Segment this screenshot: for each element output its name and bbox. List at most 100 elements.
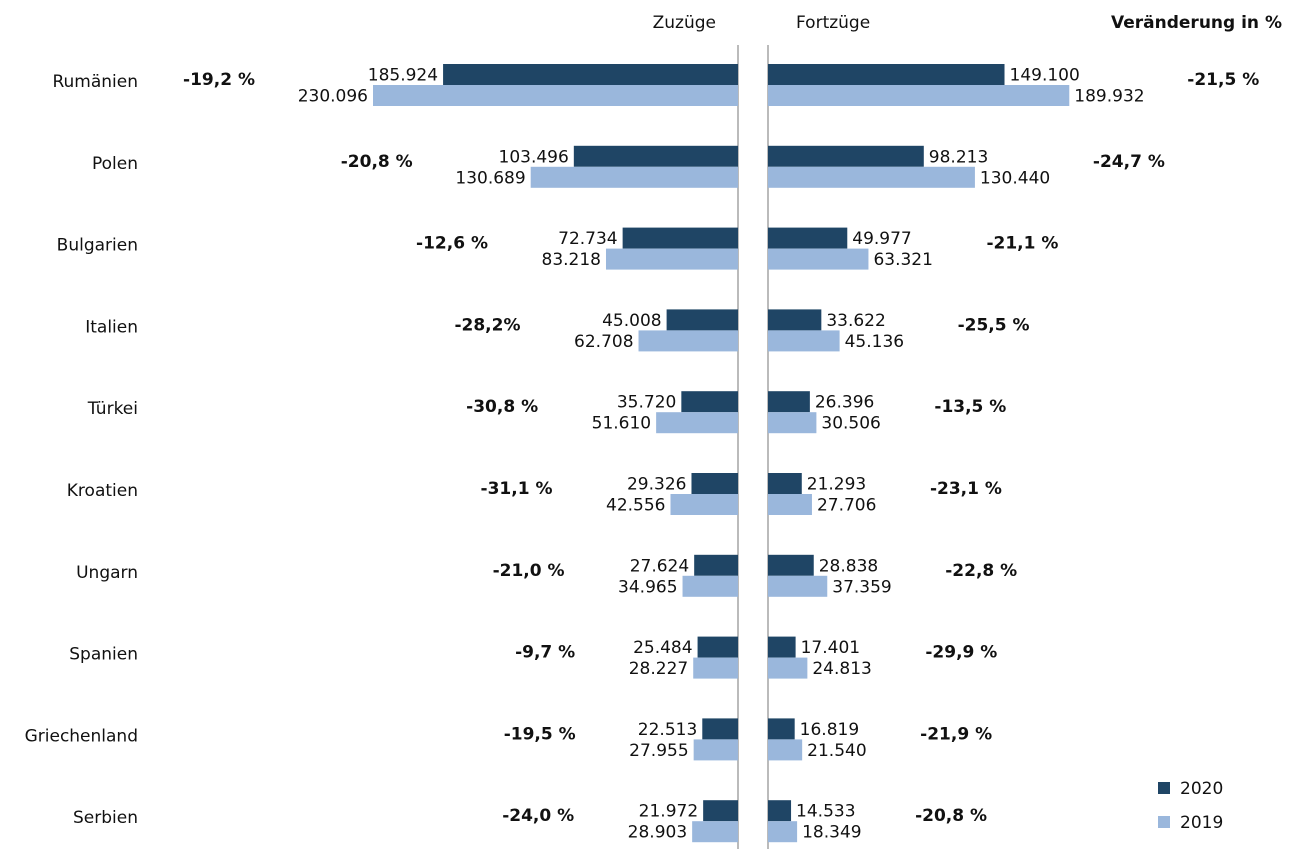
category-label: Türkei <box>87 399 138 419</box>
change-label: -21,9 % <box>920 724 992 744</box>
category-label: Kroatien <box>67 481 138 501</box>
bar <box>768 636 796 658</box>
value-label: 25.484 <box>633 638 692 658</box>
bar <box>768 64 1005 85</box>
category-label: Bulgarien <box>57 236 138 256</box>
bar <box>768 227 848 249</box>
bar <box>768 330 840 352</box>
bar <box>682 575 738 597</box>
legend-label: 2019 <box>1180 813 1223 833</box>
change-label: -23,1 % <box>930 479 1002 499</box>
change-label: -21,0 % <box>493 561 565 581</box>
bar <box>670 494 738 515</box>
change-label: -24,0 % <box>502 806 574 826</box>
value-label: 16.819 <box>800 720 859 740</box>
bar <box>573 145 738 167</box>
change-label: -20,8 % <box>341 152 413 172</box>
value-label: 28.903 <box>628 823 687 843</box>
category-label: Serbien <box>73 808 138 828</box>
change-label: -24,7 % <box>1093 152 1165 172</box>
category-label: Italien <box>85 317 138 337</box>
value-label: 33.622 <box>826 311 885 331</box>
bar <box>768 145 924 167</box>
value-label: 45.008 <box>602 311 661 331</box>
value-label: 27.624 <box>630 556 689 576</box>
bar <box>681 391 738 413</box>
bar <box>768 473 802 494</box>
change-label: -9,7 % <box>515 643 575 663</box>
bar <box>638 330 738 352</box>
change-label: -12,6 % <box>416 234 488 254</box>
value-label: 51.610 <box>592 414 651 434</box>
value-label: 21.293 <box>807 475 866 495</box>
value-label: 189.932 <box>1074 87 1144 107</box>
change-label: -21,5 % <box>1187 70 1259 90</box>
bar <box>605 248 738 270</box>
bar <box>768 85 1070 106</box>
value-label: 35.720 <box>617 393 676 413</box>
value-label: 29.326 <box>627 475 686 495</box>
value-label: 34.965 <box>618 577 677 597</box>
value-label: 49.977 <box>852 229 911 249</box>
legend-swatch <box>1158 782 1170 794</box>
value-label: 62.708 <box>574 332 633 352</box>
value-label: 230.096 <box>298 87 368 107</box>
bar <box>768 657 808 679</box>
value-label: 24.813 <box>812 659 871 679</box>
value-label: 37.359 <box>832 577 891 597</box>
category-label: Polen <box>92 154 138 174</box>
change-label: -25,5 % <box>958 315 1030 335</box>
bar <box>702 718 738 740</box>
value-label: 185.924 <box>368 66 438 86</box>
legend-label: 2020 <box>1180 779 1223 799</box>
left-title: Zuzüge <box>653 13 716 33</box>
change-label: -31,1 % <box>481 479 553 499</box>
bar <box>768 494 812 515</box>
bar <box>768 554 814 576</box>
value-label: 27.706 <box>817 496 876 516</box>
bar <box>768 718 795 740</box>
bar <box>656 412 738 434</box>
change-label: -20,8 % <box>915 806 987 826</box>
value-label: 17.401 <box>801 638 860 658</box>
bar <box>768 739 803 761</box>
change-label: -29,9 % <box>925 643 997 663</box>
bar <box>703 800 738 822</box>
bar <box>768 821 798 843</box>
value-label: 22.513 <box>638 720 697 740</box>
change-label: -28,2% <box>454 315 520 335</box>
bar <box>768 391 810 413</box>
change-label: -22,8 % <box>945 561 1017 581</box>
bar <box>693 739 738 761</box>
bar <box>768 166 975 188</box>
category-label: Griechenland <box>25 726 138 746</box>
value-label: 45.136 <box>845 332 904 352</box>
value-label: 42.556 <box>606 496 665 516</box>
value-label: 63.321 <box>873 250 932 270</box>
bar <box>691 473 738 494</box>
bar <box>443 64 738 85</box>
change-title: Veränderung in % <box>1111 13 1282 33</box>
value-label: 21.972 <box>639 802 698 822</box>
category-label: Ungarn <box>76 563 138 583</box>
bar <box>693 657 738 679</box>
value-label: 83.218 <box>542 250 601 270</box>
bar <box>692 821 738 843</box>
right-title: Fortzüge <box>796 13 870 33</box>
bar <box>694 554 738 576</box>
bar <box>768 575 828 597</box>
value-label: 103.496 <box>499 147 569 167</box>
bar <box>768 248 869 270</box>
value-label: 149.100 <box>1010 66 1080 86</box>
bar <box>697 636 738 658</box>
bar <box>373 85 738 106</box>
value-label: 130.440 <box>980 168 1050 188</box>
value-label: 14.533 <box>796 802 855 822</box>
value-label: 26.396 <box>815 393 874 413</box>
bar <box>768 309 822 331</box>
bar <box>768 412 817 434</box>
value-label: 72.734 <box>558 229 617 249</box>
change-label: -19,5 % <box>504 724 576 744</box>
change-label: -21,1 % <box>986 234 1058 254</box>
